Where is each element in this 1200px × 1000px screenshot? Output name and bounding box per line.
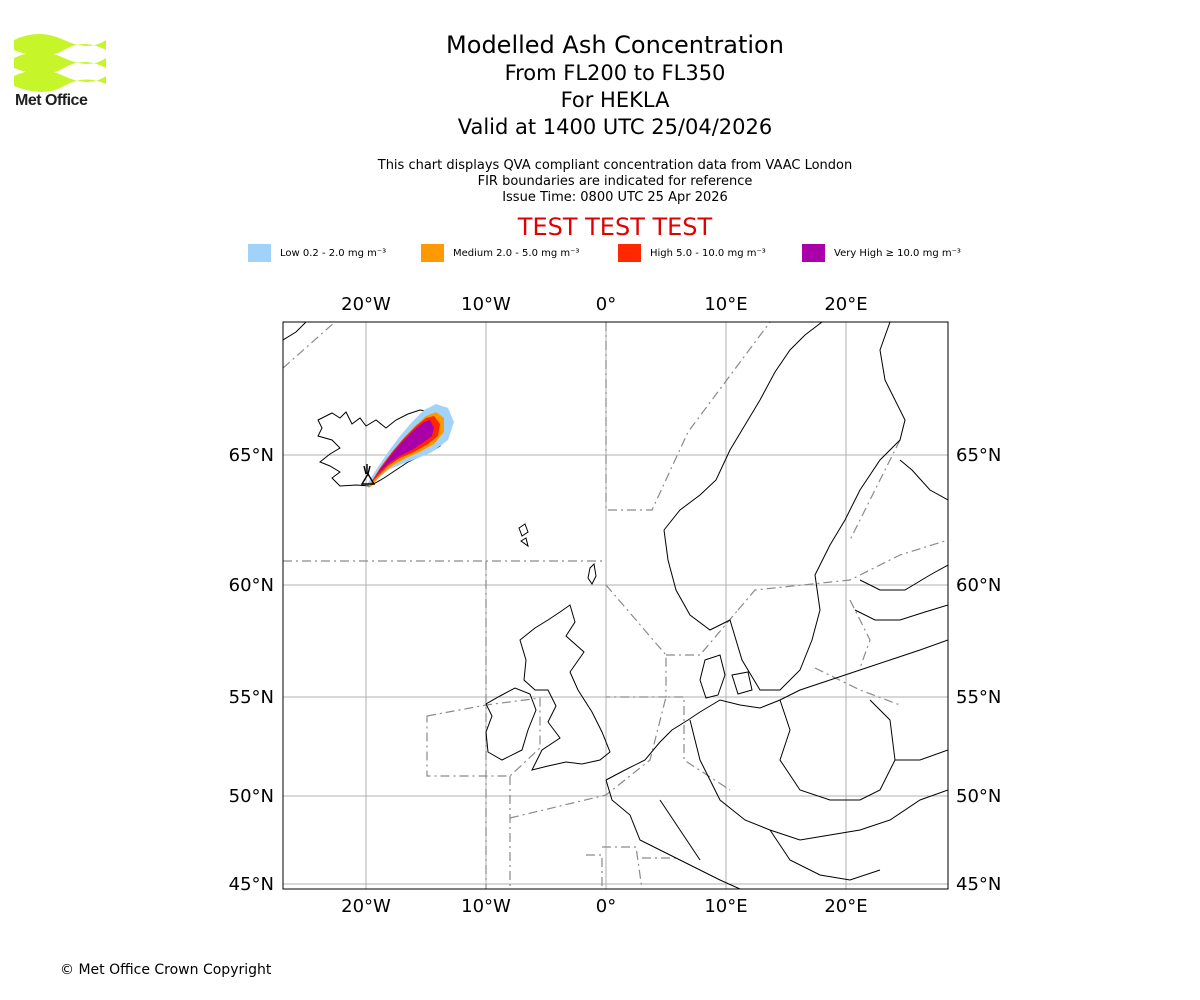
lat-tick-left: 50°N [229,786,274,807]
map-frame [282,321,949,890]
note-fir: FIR boundaries are indicated for referen… [477,174,753,189]
lat-tick-left: 65°N [229,445,274,466]
chart-notes: This chart displays QVA compliant concen… [0,158,1200,206]
lon-tick-top: 10°W [461,294,511,315]
lon-tick-bottom: 10°E [704,896,747,917]
ash-very-high [371,420,434,484]
legend-swatch-low [248,244,271,262]
lat-tick-right: 45°N [956,874,1001,895]
legend-swatch-high [618,244,641,262]
legend-label-very-high: Very High ≥ 10.0 mg m⁻³ [834,247,961,259]
legend-item-high: High 5.0 - 10.0 mg m⁻³ [618,244,766,262]
fir-boundaries [283,322,948,889]
legend-item-very-high: Very High ≥ 10.0 mg m⁻³ [802,244,961,262]
lon-tick-bottom: 20°W [341,896,391,917]
legend-swatch-medium [421,244,444,262]
lat-tick-right: 55°N [956,687,1001,708]
valid-time: Valid at 1400 UTC 25/04/2026 [457,115,773,139]
lat-tick-right: 50°N [956,786,1001,807]
logo-text: Met Office [15,92,88,109]
legend-item-low: Low 0.2 - 2.0 mg m⁻³ [248,244,386,262]
lat-tick-left: 45°N [229,874,274,895]
lon-tick-top: 0° [596,294,616,315]
note-qva: This chart displays QVA compliant concen… [377,158,853,173]
chart-title: Modelled Ash Concentration [446,31,784,59]
legend-swatch-very-high [802,244,825,262]
volcano-icon [360,464,376,485]
lon-tick-bottom: 20°E [824,896,867,917]
legend-label-high: High 5.0 - 10.0 mg m⁻³ [650,247,766,259]
ash-plume [366,404,454,488]
flight-level-range: From FL200 to FL350 [504,61,726,85]
note-issue-time: Issue Time: 0800 UTC 25 Apr 2026 [502,190,728,205]
title-block: Modelled Ash Concentration From FL200 to… [0,30,1200,141]
legend-item-medium: Medium 2.0 - 5.0 mg m⁻³ [421,244,579,262]
legend-label-low: Low 0.2 - 2.0 mg m⁻³ [280,247,387,259]
lat-tick-left: 60°N [229,575,274,596]
test-banner: TEST TEST TEST [517,213,713,241]
lat-tick-right: 65°N [956,445,1001,466]
coastlines [283,322,948,889]
lon-tick-top: 10°E [704,294,747,315]
graticule [283,322,948,889]
lat-tick-left: 55°N [229,687,274,708]
met-office-logo-icon [14,34,106,92]
volcano-name: For HEKLA [560,88,670,112]
lon-tick-top: 20°W [341,294,391,315]
lon-tick-bottom: 10°W [461,896,511,917]
lon-tick-top: 20°E [824,294,867,315]
lon-tick-bottom: 0° [596,896,616,917]
copyright: © Met Office Crown Copyright [60,962,272,978]
legend-label-medium: Medium 2.0 - 5.0 mg m⁻³ [453,247,580,259]
lat-tick-right: 60°N [956,575,1001,596]
